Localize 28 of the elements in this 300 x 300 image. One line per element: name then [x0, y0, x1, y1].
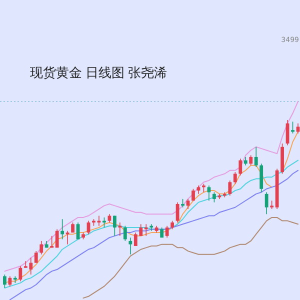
candlestick — [296, 122, 300, 134]
candlestick — [150, 224, 154, 232]
candlestick — [118, 222, 122, 236]
candlestick — [233, 172, 237, 184]
candlestick — [264, 192, 268, 214]
candlestick — [60, 218, 64, 240]
candlestick — [102, 217, 106, 228]
candlestick — [55, 228, 59, 248]
candlestick — [254, 146, 258, 168]
candlestick — [76, 222, 80, 240]
candlestick — [34, 250, 38, 264]
candlestick — [18, 266, 22, 282]
candlestick — [291, 121, 294, 134]
candlestick — [249, 154, 253, 166]
chart-title: 现货黄金 日线图 张尧浠 — [30, 65, 168, 80]
candlestick — [8, 276, 12, 287]
candlestick — [260, 163, 264, 193]
candlestick — [66, 230, 70, 245]
candlestick — [40, 240, 44, 255]
candlestick — [238, 158, 242, 176]
candlestick — [212, 192, 216, 203]
candlestick — [123, 225, 127, 242]
candlestick — [165, 225, 169, 238]
candlestick — [228, 180, 232, 196]
candlestick — [3, 274, 6, 288]
candlestick — [144, 224, 148, 236]
candlestick — [112, 215, 116, 236]
candlestick — [128, 237, 132, 255]
